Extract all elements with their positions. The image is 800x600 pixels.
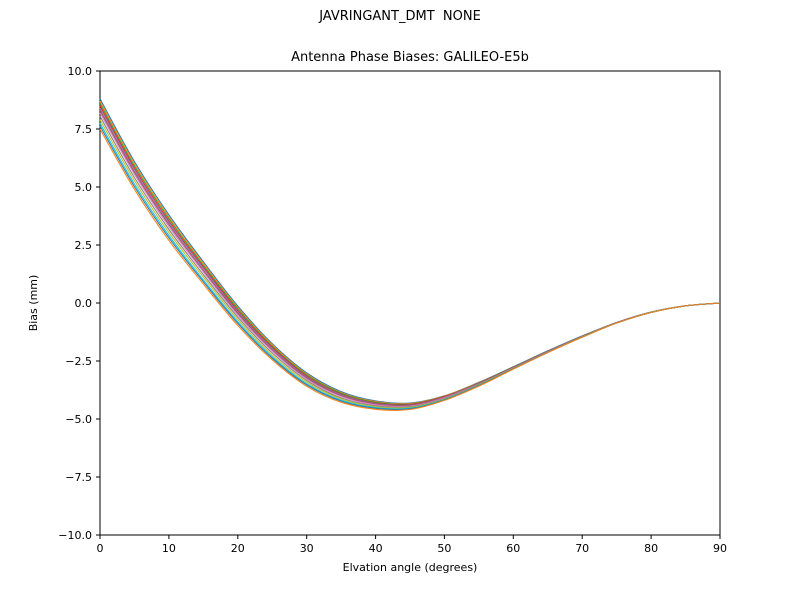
series-line-line-10: [99, 122, 721, 410]
x-axis-label: Elvation angle (degrees): [342, 561, 478, 574]
axes-frame: [99, 70, 721, 536]
chart-title: Antenna Phase Biases: GALILEO-E5b: [291, 50, 529, 65]
x-tick-label: 30: [300, 542, 314, 555]
x-tick-label: 0: [97, 542, 104, 555]
y-tick-label: 0.0: [75, 297, 93, 310]
x-tick-label: 10: [162, 542, 176, 555]
y-tick-label: −7.5: [65, 471, 92, 484]
figure-suptitle: JAVRINGANT_DMT NONE: [319, 9, 481, 24]
series-line-line-12: [99, 128, 721, 411]
y-tick-label: 2.5: [75, 239, 93, 252]
y-tick-label: 5.0: [75, 181, 93, 194]
x-tick-label: 70: [575, 542, 589, 555]
y-tick-label: −10.0: [58, 529, 92, 542]
y-tick-label: −2.5: [65, 355, 92, 368]
x-tick-label: 90: [713, 542, 727, 555]
series-line-line-08: [99, 115, 721, 408]
x-tick-label: 60: [506, 542, 520, 555]
y-tick-label: 10.0: [68, 65, 93, 78]
y-tick-label: 7.5: [75, 123, 93, 136]
x-tick-label: 50: [437, 542, 451, 555]
y-tick-label: −5.0: [65, 413, 92, 426]
x-tick-label: 20: [231, 542, 245, 555]
series-line-line-09: [99, 119, 721, 409]
x-tick-label: 40: [369, 542, 383, 555]
x-tick-label: 80: [644, 542, 658, 555]
series-line-line-07: [99, 112, 721, 408]
